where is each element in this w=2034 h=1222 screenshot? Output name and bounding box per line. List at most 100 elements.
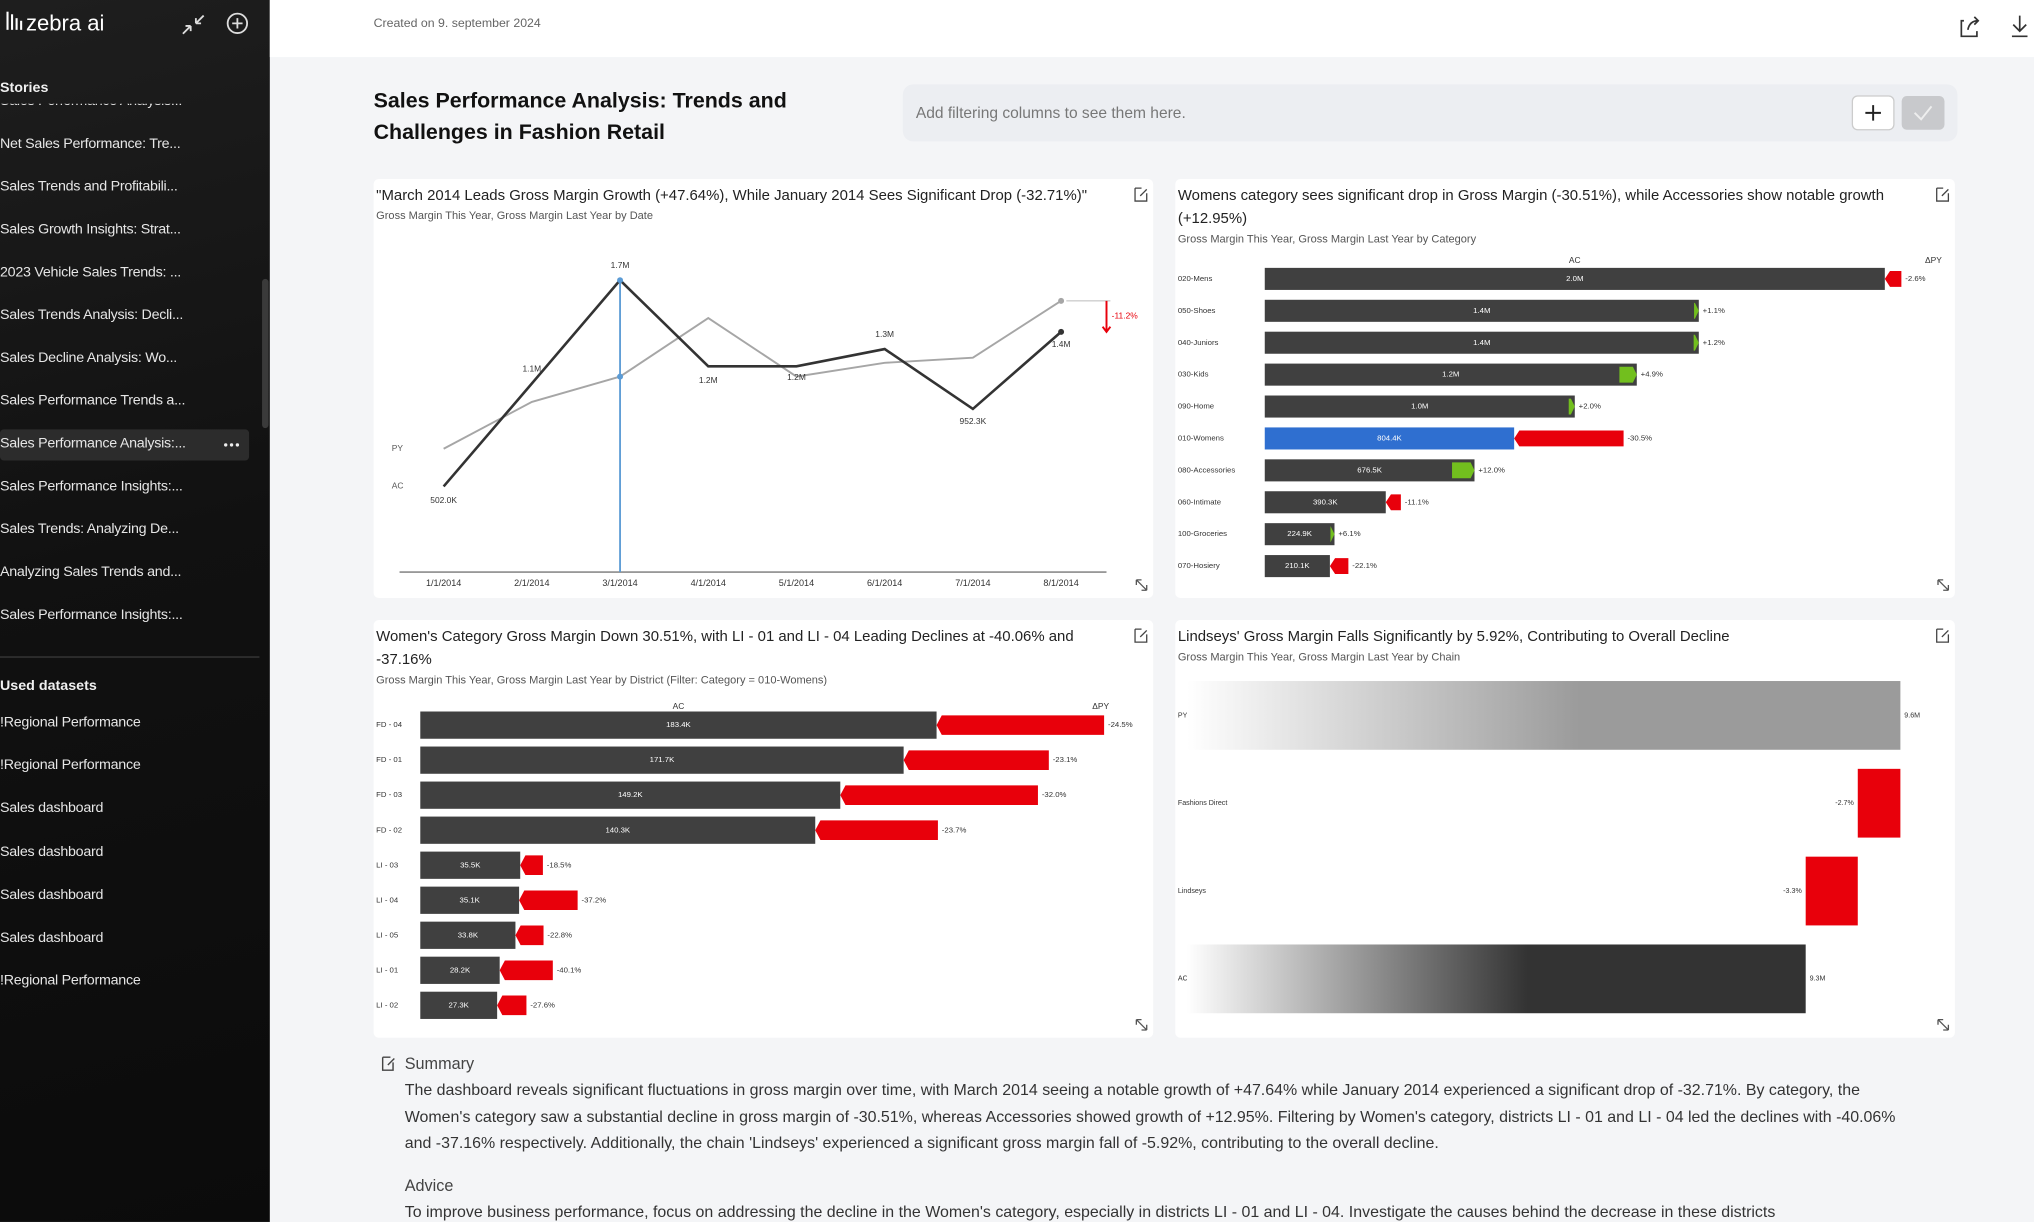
bar-value-label: 1.0M xyxy=(1411,402,1428,411)
category-label: LI - 04 xyxy=(376,895,399,904)
dataset-item[interactable]: Sales dashboard xyxy=(0,887,104,903)
share-button[interactable] xyxy=(1960,16,1980,38)
story-item[interactable]: Analyzing Sales Trends and... xyxy=(0,564,182,580)
download-button[interactable] xyxy=(2011,15,2028,38)
delta-label: -23.1% xyxy=(1053,755,1078,764)
delta-label: -11.1% xyxy=(1405,497,1429,506)
bar-value-label: 804.4K xyxy=(1377,434,1402,443)
story-item[interactable]: Sales Trends Analysis: Decli... xyxy=(0,307,184,324)
resize-button[interactable] xyxy=(1135,579,1148,591)
total-bar xyxy=(1186,681,1901,750)
category-label: 100-Groceries xyxy=(1178,529,1227,538)
icon xyxy=(1134,628,1148,643)
story-item[interactable]: Sales Performance Trends a... xyxy=(0,393,186,409)
dataset-item[interactable]: Sales dashboard xyxy=(0,843,104,860)
export-button[interactable] xyxy=(1936,628,1950,643)
chart-plot: 1/1/2014 2/1/2014 3/1/2014 4/1/2014 5/1/2014… xyxy=(392,187,1148,591)
export-button[interactable] xyxy=(1134,628,1148,643)
data-label: 502.0K xyxy=(430,495,457,505)
delta-bar xyxy=(1385,494,1401,511)
delta-bar xyxy=(499,960,553,981)
delta-bar xyxy=(1694,302,1699,319)
delta-label: -24.5% xyxy=(1108,720,1133,729)
bar xyxy=(1264,523,1335,546)
series-line xyxy=(442,278,1062,488)
icon xyxy=(1135,579,1148,591)
point xyxy=(1058,297,1065,304)
data-label: 1.7M xyxy=(611,260,630,270)
chart-title: "March 2014 Leads Gross Margin Growth (+… xyxy=(376,188,1088,204)
bar-value-label: 1.2M xyxy=(1442,370,1459,379)
bar-value-label: 35.5K xyxy=(460,860,481,869)
delta-label: +6.1% xyxy=(1338,529,1360,538)
resize-button[interactable] xyxy=(1135,1018,1148,1031)
delta-label: -23.7% xyxy=(942,825,967,834)
delta-label: -27.6% xyxy=(530,1000,555,1009)
story-item[interactable]: Sales Growth Insights: Strat... xyxy=(0,221,181,238)
story-item[interactable]: Sales Trends and Profitabili... xyxy=(0,179,178,195)
datasets-list: !Regional Performance !Regional Performan… xyxy=(0,0,259,1222)
bar-value-label: 140.3K xyxy=(605,825,630,834)
bar xyxy=(420,886,520,914)
top-bar: Created on 9. september 2024 xyxy=(269,0,2034,58)
step-bar xyxy=(1857,768,1901,838)
bar xyxy=(420,956,500,984)
dataset-item[interactable]: !Regional Performance xyxy=(0,714,141,731)
resize-button[interactable] xyxy=(1937,579,1950,591)
story-item[interactable]: Sales Decline Analysis: Wo... xyxy=(0,350,178,366)
bar-value-label: 1.4M xyxy=(1473,338,1490,347)
dataset-item[interactable]: !Regional Performance xyxy=(0,757,141,774)
bar-value-label: 390.3K xyxy=(1313,497,1338,506)
dataset-item[interactable]: Sales dashboard xyxy=(0,930,104,946)
category-label: AC xyxy=(1178,975,1188,983)
category-label: PY xyxy=(1178,711,1188,719)
filter-actions xyxy=(1851,95,1945,131)
story-item[interactable]: Sales Trends: Analyzing De... xyxy=(0,521,179,538)
delta-bar xyxy=(1329,558,1349,575)
category-label: 020-Mens xyxy=(1178,274,1213,283)
export-button[interactable] xyxy=(1134,187,1148,202)
category-label: LI - 05 xyxy=(376,930,398,939)
category-label: Fashions Direct xyxy=(1178,799,1228,807)
resize-button[interactable] xyxy=(1937,1018,1950,1031)
apply-filter-button[interactable] xyxy=(1901,95,1945,130)
data-label: 952.3K xyxy=(960,416,987,426)
story-menu[interactable] xyxy=(218,438,244,451)
story-item[interactable]: Sales Performance Insights:... xyxy=(0,478,183,495)
bar-value-label: 28.2K xyxy=(450,965,471,974)
advice-text: To improve business performance, focus o… xyxy=(404,1201,1776,1221)
step-bar xyxy=(1805,856,1858,926)
point xyxy=(1058,328,1065,335)
summary-section: Summary The dashboard reveals significan… xyxy=(381,1051,1923,1222)
chart-plot: PY 9.6M Fashions Direct -2.7% Lindseys -3.3% A… xyxy=(1178,628,1950,1031)
data-label: -3.3% xyxy=(1783,887,1802,895)
dataset-item[interactable]: !Regional Performance xyxy=(0,973,141,989)
story-item[interactable]: Sales Performance Analysis:... xyxy=(0,435,186,452)
dataset-item[interactable]: Sales dashboard xyxy=(0,800,104,817)
category-label: FD - 01 xyxy=(376,755,402,764)
delta-label: -11.2% xyxy=(1112,311,1139,321)
bar-value-label: 210.1K xyxy=(1285,561,1310,570)
bar xyxy=(1264,427,1515,450)
story-item[interactable]: Sales Performance Analysis... xyxy=(0,104,246,112)
category-label: LI - 02 xyxy=(376,1000,398,1009)
story-item[interactable]: 2023 Vehicle Sales Trends: ... xyxy=(0,264,182,281)
story-item[interactable]: Net Sales Performance: Tre... xyxy=(0,136,181,152)
series-label: PY xyxy=(392,443,404,453)
bar xyxy=(1264,363,1637,386)
sidebar: zebra ai Stories Sales Performance Analy… xyxy=(0,0,270,1222)
add-filter-button[interactable] xyxy=(1851,95,1895,131)
series-header: ΔPY xyxy=(1925,255,1942,265)
story-item[interactable]: Sales Performance Insights:... xyxy=(0,607,183,623)
bar-value-label: 27.3K xyxy=(449,1000,470,1009)
bar-value-label: 33.8K xyxy=(458,930,479,939)
delta-bar xyxy=(815,820,938,841)
export-button[interactable] xyxy=(1936,187,1950,202)
x-tick-label: 6/1/2014 xyxy=(867,578,902,588)
chart-title: Women's Category Gross Margin Down 30.51… xyxy=(376,629,1074,669)
delta-label: +1.1% xyxy=(1703,306,1725,315)
chart-title: Lindseys' Gross Margin Falls Significant… xyxy=(1177,629,1730,645)
collapse-button[interactable] xyxy=(182,14,205,35)
series-label: AC xyxy=(392,481,404,491)
new-story-button[interactable] xyxy=(226,12,249,34)
